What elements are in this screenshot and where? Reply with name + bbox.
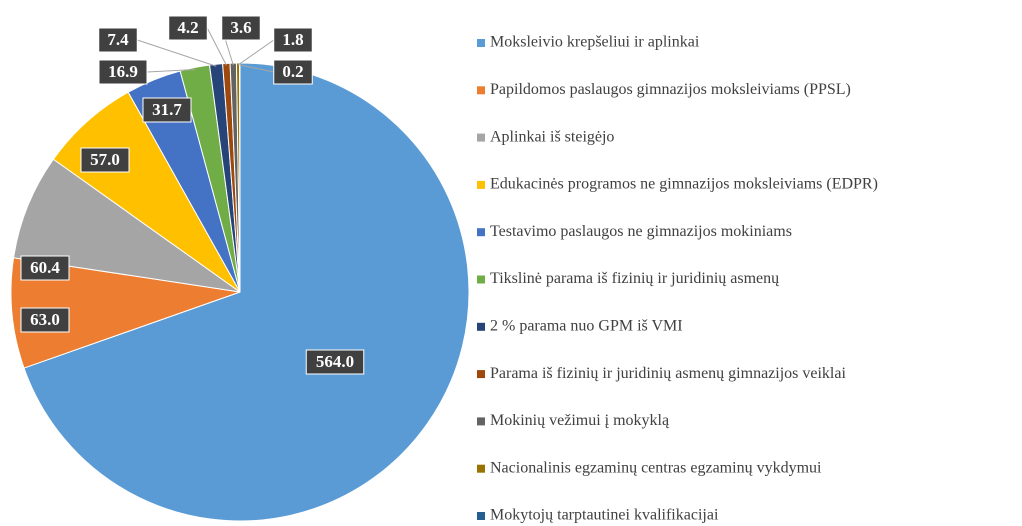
data-label-box: [20, 307, 70, 333]
legend-swatch: [477, 275, 485, 284]
data-label-box: [221, 15, 261, 41]
data-label: 60.4: [30, 258, 60, 277]
leader-line: [237, 39, 275, 66]
legend-swatch: [477, 464, 485, 473]
legend-label: Moksleivio krepšeliui ir aplinkai: [490, 34, 700, 51]
data-label-box: [273, 27, 313, 53]
legend-swatch: [477, 86, 485, 95]
data-label: 16.9: [108, 62, 138, 81]
data-label: 4.2: [177, 18, 198, 37]
data-label-box: [20, 255, 70, 281]
data-label: 0.2: [282, 62, 303, 81]
legend-label: Parama iš fizinių ir juridinių asmenų gi…: [490, 365, 846, 382]
data-label-box: [98, 59, 148, 85]
legend-label: Mokinių vežimui į mokyklą: [490, 412, 670, 429]
pie-slice: [13, 158, 241, 293]
data-label: 1.8: [282, 30, 303, 49]
legend-swatch: [477, 417, 485, 426]
data-label-box: [273, 59, 313, 85]
legend-label: Edukacinės programos ne gimnazijos moksl…: [490, 176, 878, 193]
legend-label: 2 % parama nuo GPM iš VMI: [490, 317, 683, 334]
leader-line: [206, 27, 227, 66]
legend-swatch: [477, 228, 485, 237]
data-label: 7.4: [107, 30, 129, 49]
legend-label: Tikslinė parama iš fizinių ir juridinių …: [490, 270, 780, 287]
data-label-box: [142, 97, 192, 123]
legend-label: Aplinkai iš steigėjo: [490, 128, 614, 145]
data-label: 63.0: [30, 310, 60, 329]
legend-swatch: [477, 512, 485, 520]
legend-swatch: [477, 180, 485, 189]
legend-swatch: [477, 133, 485, 142]
data-label-box: [80, 147, 130, 173]
pie-slice: [23, 62, 470, 522]
data-label-box: [168, 15, 208, 41]
legend-label: Mokytojų tarptautinei kvalifikacijai: [490, 507, 719, 524]
data-label-box: [98, 27, 138, 53]
data-label-box: [305, 349, 365, 375]
pie-slice: [10, 257, 241, 369]
leader-line: [239, 64, 274, 73]
pie-slice: [52, 91, 241, 293]
data-label: 57.0: [90, 150, 120, 169]
legend-label: Testavimo paslaugos ne gimnazijos mokini…: [490, 223, 792, 240]
leader-line: [137, 39, 217, 67]
data-label: 3.6: [230, 18, 251, 37]
legend-label: Nacionalinis egzaminų centras egzaminų v…: [490, 459, 822, 476]
data-label: 564.0: [316, 352, 354, 371]
legend-swatch: [477, 322, 485, 331]
legend-swatch: [477, 370, 485, 379]
legend-label: Papildomos paslaugos gimnazijos moksleiv…: [490, 81, 851, 98]
legend-swatch: [477, 39, 485, 47]
leader-line: [146, 68, 196, 73]
data-label: 31.7: [152, 100, 182, 119]
